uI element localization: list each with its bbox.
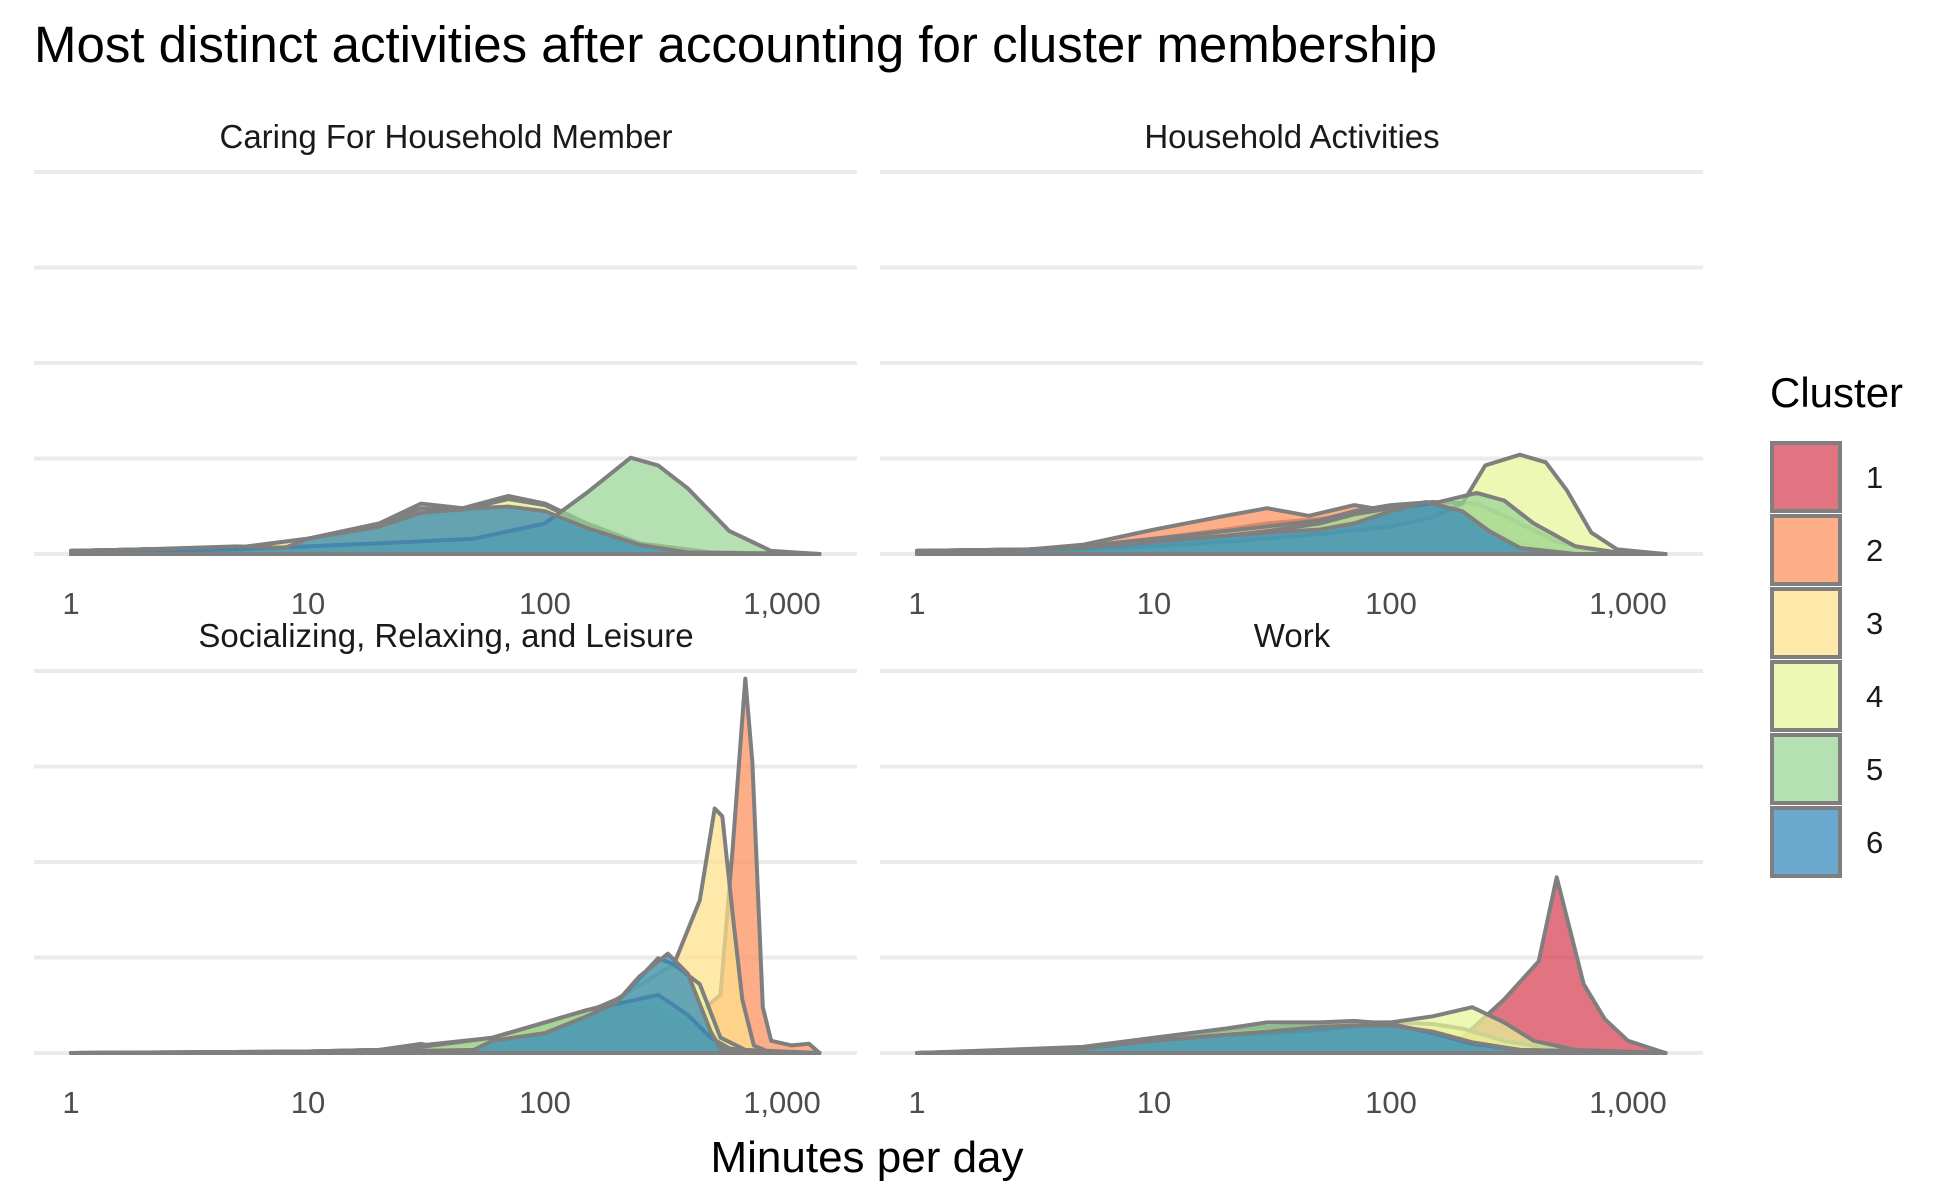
facet-work: Work 1 10 100 1,000 (880, 617, 1703, 1120)
x-tick-label: 1 (62, 586, 79, 621)
x-tick-label: 100 (1365, 1085, 1417, 1120)
x-axis-title: Minutes per day (710, 1133, 1023, 1182)
facet-title-caring-for-household-member: Caring For Household Member (219, 118, 672, 155)
legend-key-cluster-5 (1770, 733, 1842, 805)
x-tick-label: 10 (1137, 1085, 1171, 1120)
legend: Cluster 1 2 3 4 5 6 (1770, 369, 1903, 878)
legend-label-cluster-5: 5 (1866, 752, 1883, 787)
density-area-cluster-6 (915, 500, 1668, 556)
x-tick-label: 10 (291, 1085, 325, 1120)
density-area-cluster-6 (69, 504, 822, 556)
legend-label-cluster-2: 2 (1866, 533, 1883, 568)
facet-caring-for-household-member: Caring For Household Member 1 10 100 1,000 (34, 118, 857, 621)
legend-key-cluster-2 (1770, 514, 1842, 586)
facet-title-work: Work (1254, 617, 1331, 654)
x-tick-label: 1 (908, 1085, 925, 1120)
x-tick-label: 10 (1137, 586, 1171, 621)
chart-title: Most distinct activities after accountin… (34, 16, 1437, 73)
density-area-cluster-6 (915, 1023, 1668, 1055)
legend-title: Cluster (1770, 369, 1903, 416)
legend-label-cluster-6: 6 (1866, 825, 1883, 860)
x-tick-label: 10 (291, 586, 325, 621)
legend-label-cluster-1: 1 (1866, 460, 1883, 495)
x-tick-label: 100 (519, 1085, 571, 1120)
x-tick-label: 100 (519, 586, 571, 621)
facet-title-socializing-relaxing-and-leisure: Socializing, Relaxing, and Leisure (198, 617, 693, 654)
x-tick-label: 1,000 (1589, 586, 1667, 621)
x-tick-label: 1,000 (743, 586, 821, 621)
density-area-cluster-6 (69, 951, 822, 1055)
legend-key-cluster-3 (1770, 587, 1842, 659)
legend-label-cluster-4: 4 (1866, 679, 1883, 714)
legend-label-cluster-3: 3 (1866, 606, 1883, 641)
facet-household-activities: Household Activities 1 10 100 1,000 (880, 118, 1703, 621)
x-tick-label: 100 (1365, 586, 1417, 621)
x-tick-label: 1,000 (1589, 1085, 1667, 1120)
legend-key-cluster-1 (1770, 441, 1842, 513)
facet-socializing-relaxing-and-leisure: Socializing, Relaxing, and Leisure 1 10 10… (34, 617, 857, 1120)
x-tick-label: 1 (62, 1085, 79, 1120)
x-tick-label: 1 (908, 586, 925, 621)
legend-key-cluster-4 (1770, 660, 1842, 732)
legend-key-cluster-6 (1770, 806, 1842, 878)
x-tick-label: 1,000 (743, 1085, 821, 1120)
facet-title-household-activities: Household Activities (1144, 118, 1439, 155)
